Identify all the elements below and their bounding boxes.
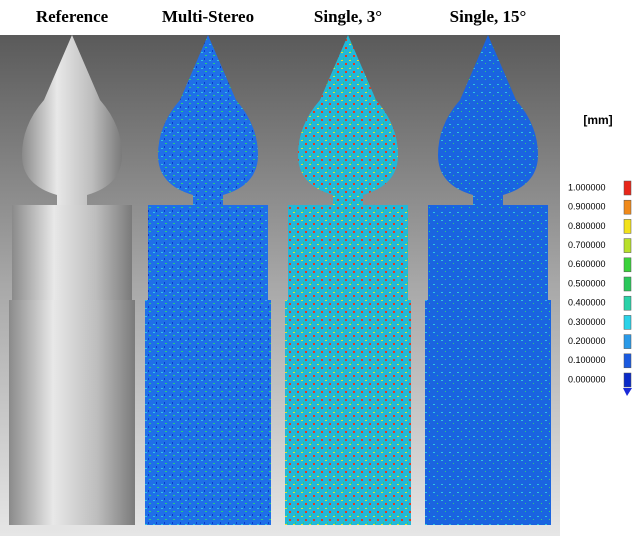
colorbar-label: 0.000000 (568, 374, 606, 384)
colorbar-swatch (623, 315, 632, 330)
colorbar-swatch (623, 276, 632, 292)
colorbar-swatch (623, 334, 632, 349)
colorbar-label: 0.400000 (568, 298, 606, 308)
panel-title: Reference (36, 7, 109, 26)
colorbar-label: 0.200000 (568, 336, 606, 346)
colorbar-label: 0.300000 (568, 317, 606, 327)
colorbar-swatch (623, 219, 632, 234)
colorbar-label: 0.600000 (568, 259, 606, 269)
colorbar-swatch (623, 295, 632, 311)
colorbar-swatch (623, 180, 632, 196)
colorbar-label: 0.900000 (568, 202, 606, 212)
panel-title: Single, 3° (314, 7, 382, 26)
panel-title: Multi-Stereo (162, 7, 254, 26)
colorbar-swatch (623, 372, 632, 388)
colorbar-swatch (623, 257, 632, 273)
colorbar-label: 1.000000 (568, 182, 606, 192)
colorbar-label: 0.500000 (568, 278, 606, 288)
panel-title: Single, 15° (450, 7, 527, 26)
colorbar-swatch (623, 238, 632, 253)
colorbar-label: 0.100000 (568, 355, 606, 365)
colorbar-unit: [mm] (583, 113, 612, 127)
colorbar-arrow (623, 388, 632, 396)
colorbar-label: 0.800000 (568, 221, 606, 231)
colorbar-label: 0.700000 (568, 240, 606, 250)
colorbar-swatch (623, 353, 632, 369)
colorbar-swatch (623, 199, 632, 215)
